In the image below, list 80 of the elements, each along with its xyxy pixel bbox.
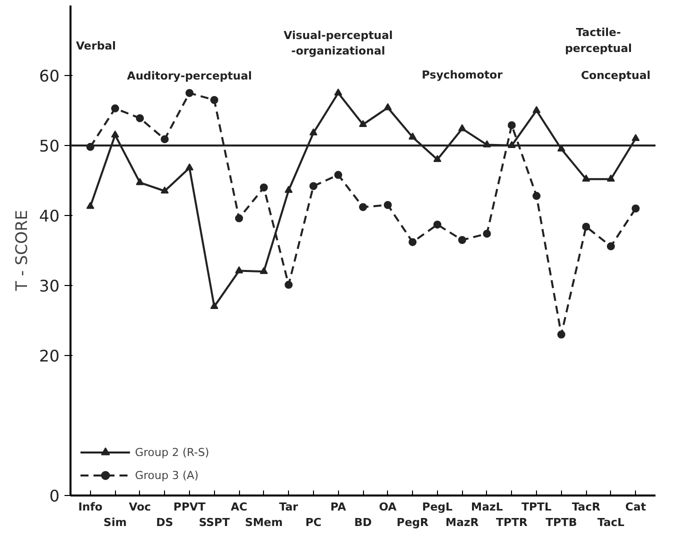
x-tick-label: TPTL — [521, 500, 552, 514]
point — [433, 154, 442, 162]
point — [606, 242, 615, 250]
x-tick-label: Sim — [104, 516, 127, 530]
point — [458, 124, 466, 132]
x-tick-label: MazL — [471, 500, 503, 514]
point — [532, 192, 541, 200]
point — [136, 114, 144, 122]
point — [458, 236, 466, 244]
x-tick-label: PC — [305, 516, 322, 530]
point — [384, 103, 392, 110]
point — [408, 132, 417, 140]
x-tick-label: SMem — [244, 516, 283, 530]
x-tick-label: PegR — [396, 516, 430, 530]
point — [508, 121, 516, 130]
point — [111, 104, 120, 112]
annotation: Psychomotor — [422, 68, 504, 82]
point — [86, 202, 94, 209]
point — [359, 120, 367, 128]
x-tick-label: Cat — [625, 500, 646, 514]
point — [235, 266, 244, 274]
point — [632, 134, 640, 142]
point — [309, 128, 318, 136]
x-tick-label: MazR — [446, 516, 480, 530]
x-tick-label: PPVT — [173, 500, 206, 514]
point — [185, 163, 194, 170]
point — [185, 89, 194, 97]
point — [632, 204, 640, 212]
x-tick-label: AC — [230, 500, 248, 514]
y-tick-label: 0 — [49, 486, 60, 506]
point — [284, 280, 293, 289]
point — [433, 220, 442, 229]
x-tick-label: TacL — [597, 516, 624, 530]
legend-label: Group 2 (R-S) — [135, 446, 210, 458]
point — [309, 182, 318, 190]
annotation: Visual-perceptual -organizational — [284, 29, 393, 58]
x-tick-label: PA — [330, 500, 346, 514]
x-tick-label: Tar — [279, 500, 299, 514]
x-tick-label: DS — [156, 516, 174, 530]
point — [359, 203, 367, 212]
point — [260, 184, 268, 192]
point — [482, 230, 491, 238]
point — [384, 201, 392, 209]
x-tick-label: OA — [379, 500, 398, 514]
point — [260, 266, 268, 274]
point — [160, 186, 169, 194]
y-tick-label: 20 — [39, 346, 60, 366]
point — [111, 130, 120, 138]
x-tick-label: Voc — [128, 500, 151, 514]
legend-label: Group 3 (A) — [135, 468, 199, 482]
point — [408, 238, 417, 246]
point — [557, 330, 566, 338]
point — [334, 88, 342, 96]
annotation: Conceptual — [580, 69, 651, 82]
x-tick-label: PegL — [422, 500, 453, 514]
y-tick-label: 40 — [39, 206, 60, 226]
x-tick-label: TPTB — [546, 516, 578, 530]
point — [235, 214, 244, 222]
x-tick-label: TacR — [572, 500, 601, 514]
x-tick-label: SSPT — [198, 516, 230, 530]
x-tick-label: BD — [354, 516, 372, 530]
point — [582, 174, 590, 182]
point — [606, 174, 615, 182]
x-tick-label: Info — [78, 500, 103, 514]
point — [160, 135, 169, 144]
y-tick-label: 50 — [39, 136, 60, 156]
point — [210, 302, 218, 310]
point — [334, 170, 342, 179]
y-axis-title: T - SCORE — [12, 210, 32, 292]
point — [532, 106, 541, 114]
y-tick-label: 30 — [39, 276, 60, 296]
annotation: Auditory-perceptual — [127, 70, 252, 83]
point — [582, 222, 590, 231]
x-tick-label: TPTR — [496, 516, 528, 530]
point — [284, 186, 293, 193]
y-tick-label: 60 — [39, 66, 60, 86]
point — [210, 96, 218, 104]
annotation: Tactile- perceptual — [565, 26, 632, 55]
point — [136, 178, 144, 186]
annotation: Verbal — [76, 40, 116, 53]
